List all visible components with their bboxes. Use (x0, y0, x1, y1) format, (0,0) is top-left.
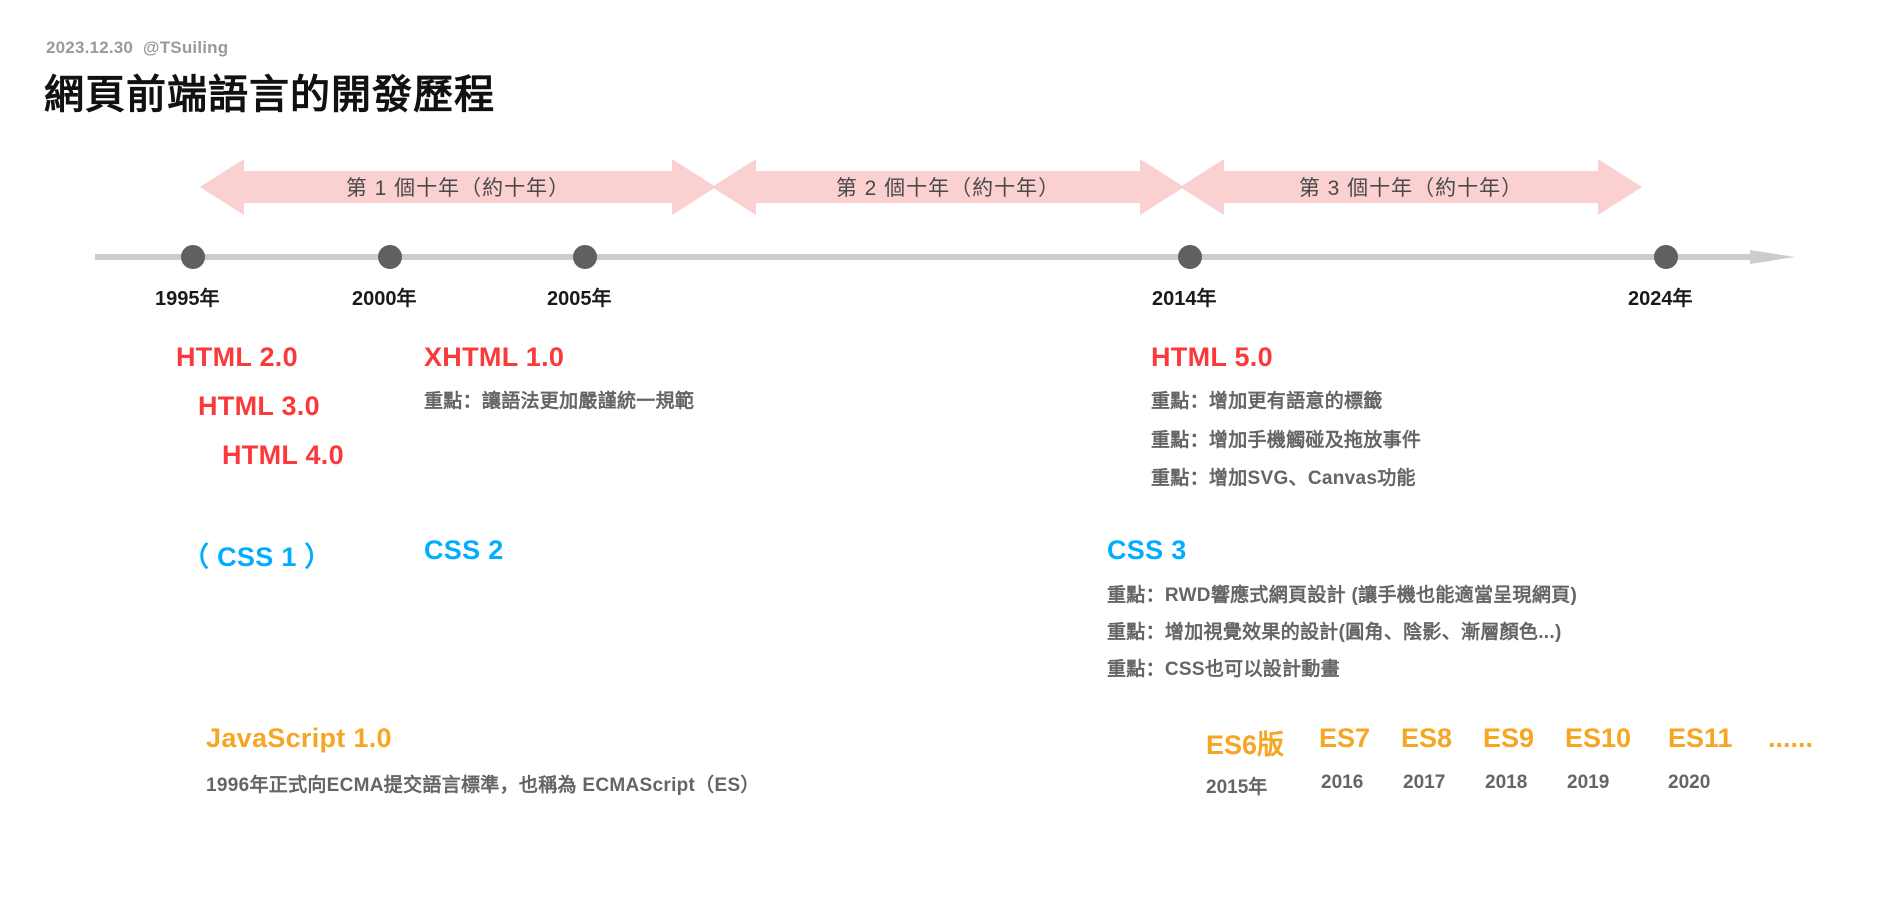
css3-note-2: 重點：增加視覺效果的設計(圓角、陰影、漸層顏色...) (1107, 622, 1562, 643)
es-version-more: ...... (1768, 723, 1814, 753)
timeline-dot-2005 (573, 245, 597, 269)
decade-label-3: 第 3 個十年（約十年） (1298, 177, 1524, 200)
timeline-year-2000: 2000年 (352, 288, 417, 310)
javascript-note-1: 1996年正式向ECMA提交語言標準，也稱為 ECMAScript（ES） (206, 775, 760, 796)
es-version-es7: ES7 (1319, 723, 1371, 753)
timeline-year-1995: 1995年 (155, 288, 220, 310)
es-year-2018: 2018 (1485, 772, 1528, 793)
timeline-dot-1995 (181, 245, 205, 269)
es-version-es11: ES11 (1668, 723, 1733, 753)
milestone-css-2: CSS 2 (424, 535, 504, 565)
decade-band-2: 第 2 個十年（約十年） (712, 159, 1184, 215)
timeline-year-2005: 2005年 (547, 288, 612, 310)
decade-label-1: 第 1 個十年（約十年） (345, 177, 571, 200)
timeline-year-2024: 2024年 (1628, 288, 1693, 310)
page-title: 網頁前端語言的開發歷程 (44, 73, 495, 117)
milestone-html-5-0: HTML 5.0 (1151, 342, 1273, 372)
xhtml-note-1: 重點：讓語法更加嚴謹統一規範 (424, 391, 695, 412)
timeline-dot-2014 (1178, 245, 1202, 269)
timeline-dot-2024 (1654, 245, 1678, 269)
es-version-es10: ES10 (1565, 723, 1632, 753)
milestone-css-1: （ CSS 1 ） (182, 542, 332, 572)
html5-note-3: 重點：增加SVG、Canvas功能 (1151, 468, 1416, 489)
axis-line-with-arrowhead (95, 250, 1795, 264)
css3-note-1: 重點：RWD響應式網頁設計 (讓手機也能適當呈現網頁) (1107, 585, 1578, 606)
decade-band-1: 第 1 個十年（約十年） (200, 159, 716, 215)
milestone-css-3: CSS 3 (1107, 535, 1187, 565)
milestone-html-3-0: HTML 3.0 (198, 391, 320, 421)
milestone-html-2-0: HTML 2.0 (176, 342, 298, 372)
es-year-2017: 2017 (1403, 772, 1446, 793)
es-year-2019: 2019 (1567, 772, 1610, 793)
html5-note-2: 重點：增加手機觸碰及拖放事件 (1151, 430, 1422, 451)
milestone-javascript-1-0: JavaScript 1.0 (206, 723, 392, 753)
es-version-es8: ES8 (1401, 723, 1453, 753)
decade-label-2: 第 2 個十年（約十年） (835, 177, 1061, 200)
milestone-html-4-0: HTML 4.0 (222, 440, 344, 470)
es-year-2020: 2020 (1668, 772, 1711, 793)
html5-note-1: 重點：增加更有語意的標籤 (1151, 391, 1383, 412)
double-arrow-shape-1 (200, 159, 716, 215)
timeline-dot-2000 (378, 245, 402, 269)
es-version-es9: ES9 (1483, 723, 1535, 753)
double-arrow-shape-3 (1180, 159, 1642, 215)
double-arrow-shape-2 (712, 159, 1184, 215)
es-year-2015: 2015年 (1206, 777, 1268, 798)
es-version-es6: ES6版 (1206, 730, 1285, 760)
css3-note-3: 重點：CSS也可以設計動畫 (1107, 659, 1340, 680)
timeline-year-2014: 2014年 (1152, 288, 1217, 310)
es-year-2016: 2016 (1321, 772, 1364, 793)
milestone-xhtml-1-0: XHTML 1.0 (424, 342, 565, 372)
byline-meta: 2023.12.30 @TSuiling (46, 38, 229, 57)
decade-band-3: 第 3 個十年（約十年） (1180, 159, 1642, 215)
timeline-axis (95, 250, 1795, 264)
